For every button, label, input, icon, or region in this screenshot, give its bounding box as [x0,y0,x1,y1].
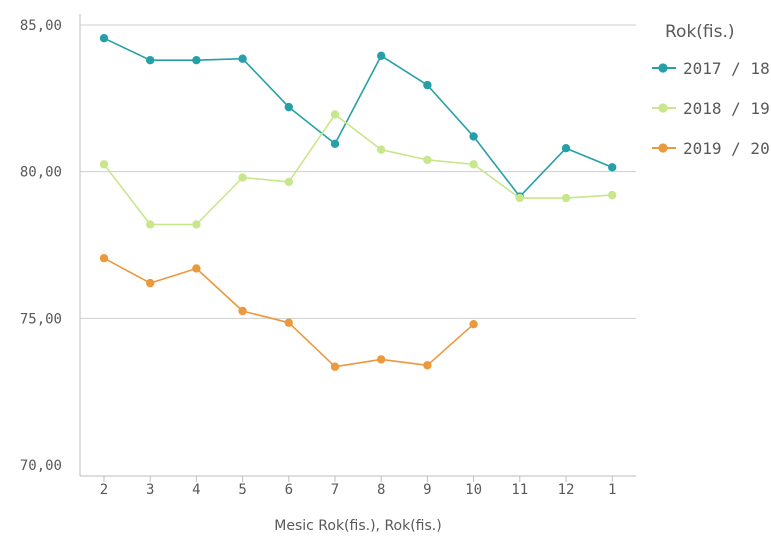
data-point[interactable] [238,173,247,182]
gridlines [80,24,636,319]
legend-label: 2017 / 18 [683,59,770,78]
data-point[interactable] [515,193,524,203]
x-tick-label: 6 [285,482,293,498]
x-tick-label: 4 [192,482,200,498]
legend-items: 2017 / 18 2018 / 19 2019 / 20 [652,59,770,158]
y-tick-labels: 70,00 75,00 80,00 85,00 [20,18,62,474]
data-point[interactable] [330,110,340,119]
data-point[interactable] [377,355,386,364]
x-tick-label: 2 [100,482,108,498]
series-1[interactable] [99,34,617,201]
data-point[interactable] [284,177,293,187]
data-point[interactable] [469,160,478,169]
data-point[interactable] [330,362,340,371]
data-point[interactable] [561,144,571,153]
x-axis-title: Mesic Rok(fis.), Rok(fis.) [274,518,441,534]
data-point[interactable] [423,80,432,90]
data-point[interactable] [608,163,617,172]
legend-swatch-marker [658,143,668,153]
x-tick-label: 10 [465,482,482,498]
y-tick-label: 70,00 [20,458,62,474]
y-tick-label: 85,00 [20,18,62,34]
data-point[interactable] [284,102,293,112]
data-point[interactable] [284,318,293,327]
data-point[interactable] [469,132,478,141]
data-point[interactable] [330,139,340,148]
data-point[interactable] [377,51,386,60]
data-point[interactable] [423,155,432,165]
data-point[interactable] [146,220,155,229]
legend-item[interactable]: 2018 / 19 [652,99,770,118]
series-group [99,34,617,371]
data-point[interactable] [238,54,247,63]
series-line [103,37,613,198]
series-2[interactable] [99,110,617,229]
series-line [103,257,475,368]
legend-swatch-marker [658,103,668,113]
x-tick-label: 1 [608,482,616,498]
data-point[interactable] [146,56,155,65]
data-point[interactable] [192,56,201,65]
legend-label: 2018 / 19 [683,99,770,118]
data-point[interactable] [146,278,155,288]
x-tick-label: 11 [511,482,528,498]
x-tick-labels: 2 3 4 5 6 7 8 9 10 11 12 1 [100,476,616,498]
data-point[interactable] [192,264,201,273]
data-point[interactable] [99,160,109,169]
data-point[interactable] [608,190,617,200]
y-tick-label: 75,00 [20,311,62,327]
legend-title: Rok(fis.) [665,22,735,42]
data-point[interactable] [192,220,201,229]
legend-item[interactable]: 2019 / 20 [652,139,770,158]
x-tick-label: 7 [331,482,339,498]
data-point[interactable] [423,361,432,370]
series-3[interactable] [99,254,478,371]
data-point[interactable] [238,306,247,316]
x-tick-label: 8 [377,482,385,498]
legend-swatch-marker [658,63,668,73]
x-tick-label: 9 [423,482,431,498]
data-point[interactable] [377,145,386,154]
data-point[interactable] [469,320,478,329]
x-tick-label: 3 [146,482,154,498]
legend-item[interactable]: 2017 / 18 [652,59,770,78]
data-point[interactable] [561,193,571,203]
data-point[interactable] [99,34,109,43]
legend-label: 2019 / 20 [683,139,770,158]
x-tick-label: 12 [558,482,575,498]
x-tick-label: 5 [238,482,246,498]
data-point[interactable] [99,254,109,263]
series-line [103,113,613,226]
y-tick-label: 80,00 [20,165,62,181]
legend[interactable]: Rok(fis.) 2017 / 18 2018 / 19 2019 / 20 [652,22,770,158]
